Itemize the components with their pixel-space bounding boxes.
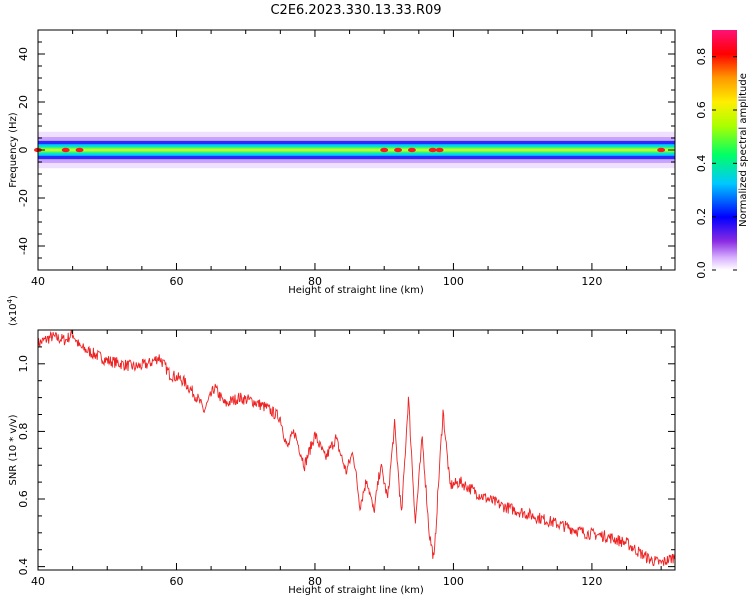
- spectrogram-x-ticks: 40 60 80 100 120: [31, 30, 662, 288]
- snr-x-tick-label: 100: [443, 575, 464, 588]
- spectrogram-x-tick-label: 120: [581, 275, 602, 288]
- spectrogram-x-tick-label: 100: [443, 275, 464, 288]
- spectrogram-x-label: Height of straight line (km): [288, 285, 424, 296]
- band-peak: [428, 147, 437, 153]
- band-peak: [61, 147, 70, 153]
- colorbar-tick-label: 0.4: [695, 155, 708, 173]
- snr-y-tick-label: 0.8: [17, 423, 30, 441]
- snr-x-tick-label: 40: [31, 575, 45, 588]
- colorbar-tick-label: 0.0: [695, 261, 708, 279]
- spectrogram-y-tick-label: -20: [17, 189, 30, 207]
- snr-x-tick-label: 120: [581, 575, 602, 588]
- spectrogram-y-tick-label: 40: [17, 47, 30, 61]
- spectral-band: [34, 131, 675, 169]
- figure-title: C2E6.2023.330.13.33.R09: [270, 3, 441, 18]
- band-peak: [407, 147, 416, 153]
- snr-x-tick-label: 80: [308, 575, 322, 588]
- band-peak: [657, 147, 666, 153]
- snr-x-ticks: 40 60 80 100 120: [31, 330, 662, 588]
- snr-y-tick-label: 1.0: [17, 355, 30, 373]
- band-peak: [380, 147, 389, 153]
- band-center: [38, 148, 675, 152]
- spectrogram-y-tick-label: -40: [17, 237, 30, 255]
- snr-x-tick-label: 60: [169, 575, 183, 588]
- snr-panel: 40 60 80 100 120 0.4 0.6 0.8 1.0 Height of stra…: [6, 295, 676, 596]
- band-peak: [435, 147, 444, 153]
- snr-x-label: Height of straight line (km): [288, 585, 424, 596]
- colorbar-ticks: 0.0 0.2 0.4 0.6 0.8: [695, 48, 737, 279]
- snr-y-tick-label: 0.6: [17, 490, 30, 508]
- spectrogram-x-tick-label: 40: [31, 275, 45, 288]
- snr-y-ticks: 0.4 0.6 0.8 1.0: [17, 329, 675, 576]
- spectrogram-panel: 40 60 80 100 120 -40 -20 0 20 40 Height of strai…: [8, 29, 676, 296]
- colorbar-tick-label: 0.2: [695, 208, 708, 226]
- snr-series-line: [38, 330, 675, 567]
- spectrogram-y-tick-label: 20: [17, 95, 30, 109]
- spectrogram-y-label: Frequency (Hz): [8, 112, 19, 188]
- snr-plot-area: [38, 330, 675, 570]
- snr-y-label: SNR (10 * v/v): [8, 414, 19, 485]
- spectrogram-y-tick-label: 0: [17, 147, 30, 154]
- spectrogram-x-tick-label: 60: [169, 275, 183, 288]
- colorbar-tick-label: 0.8: [695, 48, 708, 66]
- snr-y-scale: (x104): [6, 295, 19, 326]
- snr-frame: [37, 329, 676, 571]
- spectrogram-x-tick-label: 80: [308, 275, 322, 288]
- spectrogram-y-ticks: -40 -20 0 20 40: [17, 29, 675, 271]
- spectrogram-frame: [37, 29, 676, 271]
- colorbar-label: Normalized spectral amplitude: [738, 73, 749, 227]
- snr-y-tick-label: 0.4: [17, 558, 30, 576]
- colorbar: 0.0 0.2 0.4 0.6 0.8 Normalized spectral ampl…: [695, 30, 749, 279]
- band-peak: [394, 147, 403, 153]
- band-peak: [75, 147, 84, 153]
- colorbar-gradient: [712, 30, 737, 270]
- colorbar-tick-label: 0.6: [695, 101, 708, 119]
